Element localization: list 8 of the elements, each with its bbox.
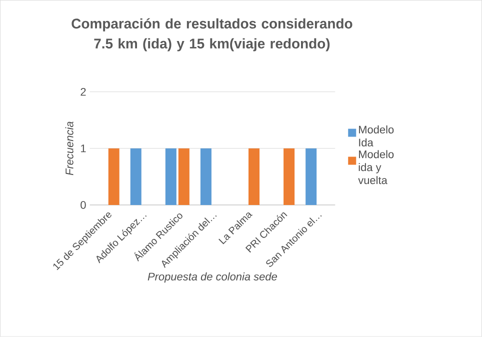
y-axis-title: Frecuencia (65, 122, 74, 176)
y-tick-label: 2 (80, 88, 86, 96)
y-tick-label: 1 (81, 144, 86, 152)
legend-label: Modelo ida y vuelta (358, 150, 394, 184)
y-tick-label: 0 (80, 201, 86, 209)
x-axis-title: Propuesta de colonia sede (148, 272, 277, 283)
legend-label: Modelo Ida (359, 126, 394, 147)
chart-title: Comparación de resultados considerando 7.5 km (ida) y 15 km(viaje redondo) (72, 18, 352, 52)
